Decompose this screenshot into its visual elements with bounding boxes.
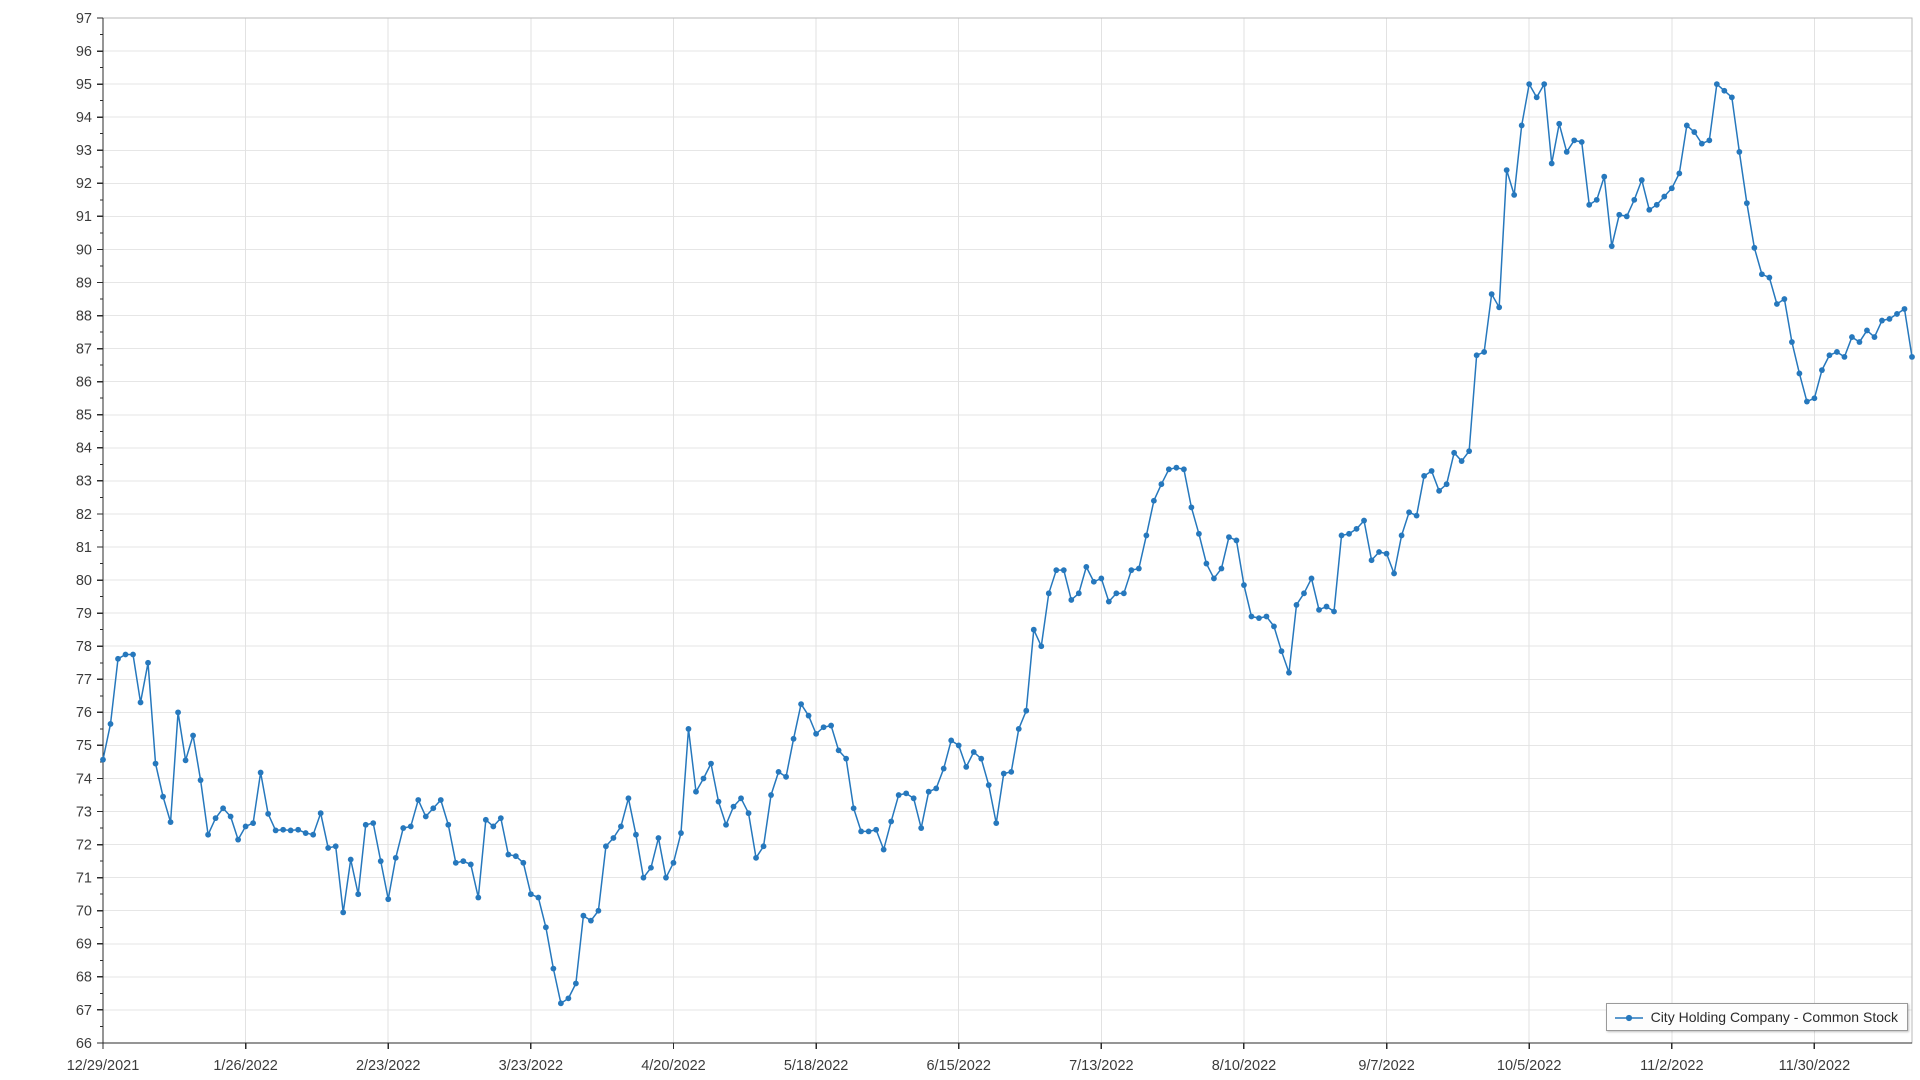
- svg-text:3/23/2022: 3/23/2022: [499, 1058, 564, 1074]
- svg-text:90: 90: [76, 242, 92, 258]
- svg-text:81: 81: [76, 540, 92, 556]
- y-axis-ticks: [97, 17, 103, 1044]
- svg-text:89: 89: [76, 275, 92, 291]
- svg-text:7/13/2022: 7/13/2022: [1069, 1058, 1134, 1074]
- price-series[interactable]: [100, 81, 1915, 1007]
- svg-text:82: 82: [76, 507, 92, 523]
- svg-text:12/29/2021: 12/29/2021: [67, 1058, 140, 1074]
- svg-text:84: 84: [76, 441, 92, 457]
- svg-text:95: 95: [76, 77, 92, 93]
- svg-text:2/23/2022: 2/23/2022: [356, 1058, 421, 1074]
- y-axis-tick-labels: 66 67 68 69 70 71 72 73 74 75 76 77 78 79 80 81 82 83 84 85…: [76, 11, 92, 1052]
- svg-text:11/2/2022: 11/2/2022: [1640, 1058, 1703, 1074]
- svg-text:70: 70: [76, 904, 92, 920]
- svg-text:10/5/2022: 10/5/2022: [1497, 1058, 1562, 1074]
- svg-text:88: 88: [76, 308, 92, 324]
- x-axis-ticks: [102, 1043, 1816, 1049]
- svg-text:91: 91: [76, 209, 92, 225]
- svg-text:94: 94: [76, 110, 92, 126]
- legend-entry-label: City Holding Company - Common Stock: [1650, 1009, 1898, 1025]
- svg-text:80: 80: [76, 573, 92, 589]
- legend-line-marker-icon: [1614, 1011, 1644, 1023]
- x-axis-tick-labels: 12/29/2021 1/26/2022 2/23/2022 3/23/2022 4/2…: [67, 1058, 1851, 1074]
- svg-text:74: 74: [76, 771, 92, 787]
- svg-text:1/26/2022: 1/26/2022: [213, 1058, 278, 1074]
- svg-text:6/15/2022: 6/15/2022: [926, 1058, 991, 1074]
- svg-text:76: 76: [76, 705, 92, 721]
- plot-border: [102, 17, 1913, 1044]
- svg-text:4/20/2022: 4/20/2022: [641, 1058, 706, 1074]
- svg-text:87: 87: [76, 341, 92, 357]
- horizontal-gridlines: [103, 17, 1912, 1011]
- svg-text:86: 86: [76, 375, 92, 391]
- svg-text:83: 83: [76, 474, 92, 490]
- svg-text:71: 71: [76, 871, 92, 887]
- chart-legend[interactable]: City Holding Company - Common Stock: [1605, 1003, 1908, 1031]
- svg-text:97: 97: [76, 11, 92, 27]
- svg-text:92: 92: [76, 176, 92, 192]
- svg-text:75: 75: [76, 738, 92, 754]
- svg-text:93: 93: [76, 143, 92, 159]
- svg-text:5/18/2022: 5/18/2022: [784, 1058, 849, 1074]
- svg-text:66: 66: [76, 1036, 92, 1052]
- svg-text:73: 73: [76, 804, 92, 820]
- svg-text:77: 77: [76, 672, 92, 688]
- svg-text:85: 85: [76, 408, 92, 424]
- svg-text:9/7/2022: 9/7/2022: [1358, 1058, 1414, 1074]
- svg-text:67: 67: [76, 1003, 92, 1019]
- vertical-gridlines: [102, 18, 1815, 1043]
- svg-text:68: 68: [76, 970, 92, 986]
- svg-text:11/30/2022: 11/30/2022: [1779, 1058, 1851, 1074]
- svg-text:78: 78: [76, 639, 92, 655]
- svg-text:8/10/2022: 8/10/2022: [1212, 1058, 1277, 1074]
- svg-text:72: 72: [76, 837, 92, 853]
- svg-text:69: 69: [76, 937, 92, 953]
- svg-text:96: 96: [76, 44, 92, 60]
- svg-text:79: 79: [76, 606, 92, 622]
